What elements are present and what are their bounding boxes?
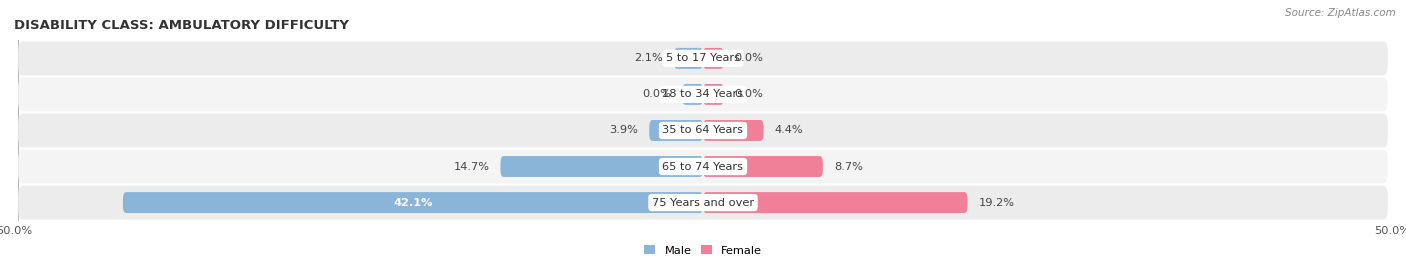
FancyBboxPatch shape [18, 77, 1388, 111]
FancyBboxPatch shape [122, 192, 703, 213]
FancyBboxPatch shape [18, 186, 1388, 220]
Text: 65 to 74 Years: 65 to 74 Years [662, 161, 744, 172]
FancyBboxPatch shape [673, 48, 703, 69]
Text: Source: ZipAtlas.com: Source: ZipAtlas.com [1285, 8, 1396, 18]
Text: 8.7%: 8.7% [834, 161, 863, 172]
Legend: Male, Female: Male, Female [640, 240, 766, 260]
Text: 75 Years and over: 75 Years and over [652, 197, 754, 208]
Text: 35 to 64 Years: 35 to 64 Years [662, 125, 744, 136]
Text: 42.1%: 42.1% [394, 197, 433, 208]
Text: 4.4%: 4.4% [775, 125, 803, 136]
Text: 18 to 34 Years: 18 to 34 Years [662, 89, 744, 100]
FancyBboxPatch shape [703, 120, 763, 141]
FancyBboxPatch shape [703, 84, 724, 105]
FancyBboxPatch shape [682, 84, 703, 105]
FancyBboxPatch shape [703, 192, 967, 213]
Text: 0.0%: 0.0% [735, 53, 763, 63]
Text: 2.1%: 2.1% [634, 53, 664, 63]
Text: 19.2%: 19.2% [979, 197, 1015, 208]
Text: 14.7%: 14.7% [453, 161, 489, 172]
FancyBboxPatch shape [703, 156, 823, 177]
FancyBboxPatch shape [703, 48, 724, 69]
FancyBboxPatch shape [18, 114, 1388, 147]
Text: DISABILITY CLASS: AMBULATORY DIFFICULTY: DISABILITY CLASS: AMBULATORY DIFFICULTY [14, 19, 349, 32]
Text: 0.0%: 0.0% [643, 89, 671, 100]
FancyBboxPatch shape [18, 150, 1388, 183]
Text: 0.0%: 0.0% [735, 89, 763, 100]
FancyBboxPatch shape [650, 120, 703, 141]
Text: 5 to 17 Years: 5 to 17 Years [666, 53, 740, 63]
FancyBboxPatch shape [18, 41, 1388, 75]
FancyBboxPatch shape [501, 156, 703, 177]
Text: 3.9%: 3.9% [609, 125, 638, 136]
